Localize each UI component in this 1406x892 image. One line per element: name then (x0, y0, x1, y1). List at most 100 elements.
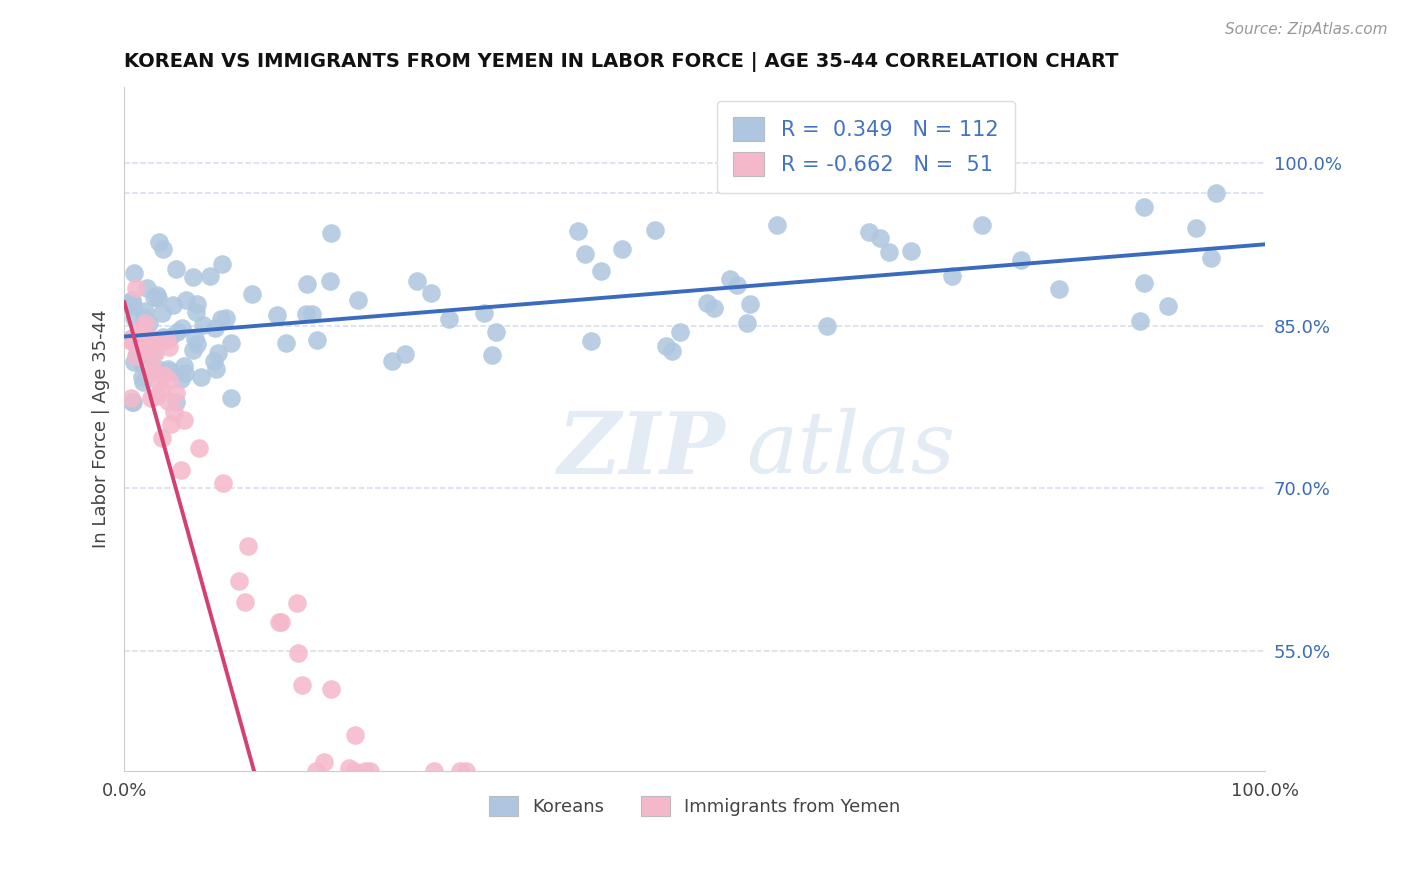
Point (134, 316, 156, 330)
Point (150, 306, 173, 320)
Point (449, 764, 471, 778)
Point (132, 375, 155, 389)
Point (727, 278, 749, 293)
Point (212, 476, 235, 491)
Text: Source: ZipAtlas.com: Source: ZipAtlas.com (1225, 22, 1388, 37)
Point (337, 760, 360, 774)
Point (591, 264, 613, 278)
Point (125, 349, 148, 363)
Point (381, 353, 404, 368)
Point (481, 348, 503, 362)
Point (184, 332, 207, 346)
Point (858, 225, 880, 239)
Point (121, 394, 143, 409)
Point (142, 346, 165, 360)
Point (131, 321, 153, 335)
Point (143, 290, 166, 304)
Point (269, 615, 291, 630)
Point (131, 370, 153, 384)
Point (1047, 282, 1070, 296)
Point (274, 335, 297, 350)
Point (148, 375, 170, 389)
Point (165, 394, 187, 409)
Point (215, 311, 238, 326)
Text: KOREAN VS IMMIGRANTS FROM YEMEN IN LABOR FORCE | AGE 35-44 CORRELATION CHART: KOREAN VS IMMIGRANTS FROM YEMEN IN LABOR… (124, 53, 1119, 72)
Point (661, 343, 683, 358)
Point (183, 343, 205, 357)
Point (191, 318, 214, 332)
Point (143, 346, 166, 360)
Point (211, 257, 233, 271)
Point (420, 286, 443, 301)
Point (423, 764, 446, 778)
Point (121, 298, 143, 312)
Point (718, 272, 741, 286)
Point (406, 274, 429, 288)
Point (472, 306, 495, 320)
Point (186, 336, 208, 351)
Point (149, 383, 172, 397)
Point (157, 374, 180, 388)
Point (139, 366, 162, 380)
Point (198, 268, 221, 283)
Point (139, 391, 162, 405)
Point (703, 301, 725, 316)
Point (163, 405, 186, 419)
Point (305, 333, 328, 347)
Point (485, 325, 508, 339)
Point (186, 297, 208, 311)
Point (240, 287, 263, 301)
Point (121, 331, 143, 345)
Point (125, 281, 148, 295)
Point (228, 574, 250, 588)
Point (181, 270, 204, 285)
Point (343, 764, 366, 778)
Point (159, 364, 181, 378)
Point (134, 310, 156, 324)
Point (132, 353, 155, 368)
Point (122, 354, 145, 368)
Point (118, 333, 141, 347)
Point (132, 341, 155, 355)
Point (166, 326, 188, 340)
Text: atlas: atlas (747, 408, 955, 491)
Point (696, 296, 718, 310)
Point (131, 357, 153, 371)
Point (187, 441, 209, 455)
Point (321, 226, 343, 240)
Point (877, 244, 900, 259)
Point (1199, 251, 1222, 265)
Point (141, 359, 163, 374)
Point (173, 359, 195, 373)
Point (190, 370, 212, 384)
Point (157, 362, 180, 376)
Point (738, 297, 761, 311)
Point (160, 417, 183, 431)
Point (353, 764, 375, 778)
Legend: Koreans, Immigrants from Yemen: Koreans, Immigrants from Yemen (482, 789, 908, 823)
Point (766, 219, 789, 233)
Point (184, 305, 207, 319)
Point (1011, 253, 1033, 268)
Point (174, 293, 197, 307)
Point (579, 334, 602, 348)
Point (143, 334, 166, 349)
Point (1205, 186, 1227, 200)
Point (344, 728, 367, 742)
Point (287, 646, 309, 660)
Point (1157, 299, 1180, 313)
Point (1185, 221, 1208, 235)
Point (172, 320, 194, 334)
Point (170, 372, 193, 386)
Point (285, 596, 308, 610)
Point (136, 280, 159, 294)
Point (135, 339, 157, 353)
Point (655, 339, 678, 353)
Point (148, 292, 170, 306)
Point (122, 334, 145, 349)
Point (314, 756, 336, 770)
Point (146, 288, 169, 302)
Point (305, 764, 328, 778)
Point (567, 224, 589, 238)
Point (148, 235, 170, 249)
